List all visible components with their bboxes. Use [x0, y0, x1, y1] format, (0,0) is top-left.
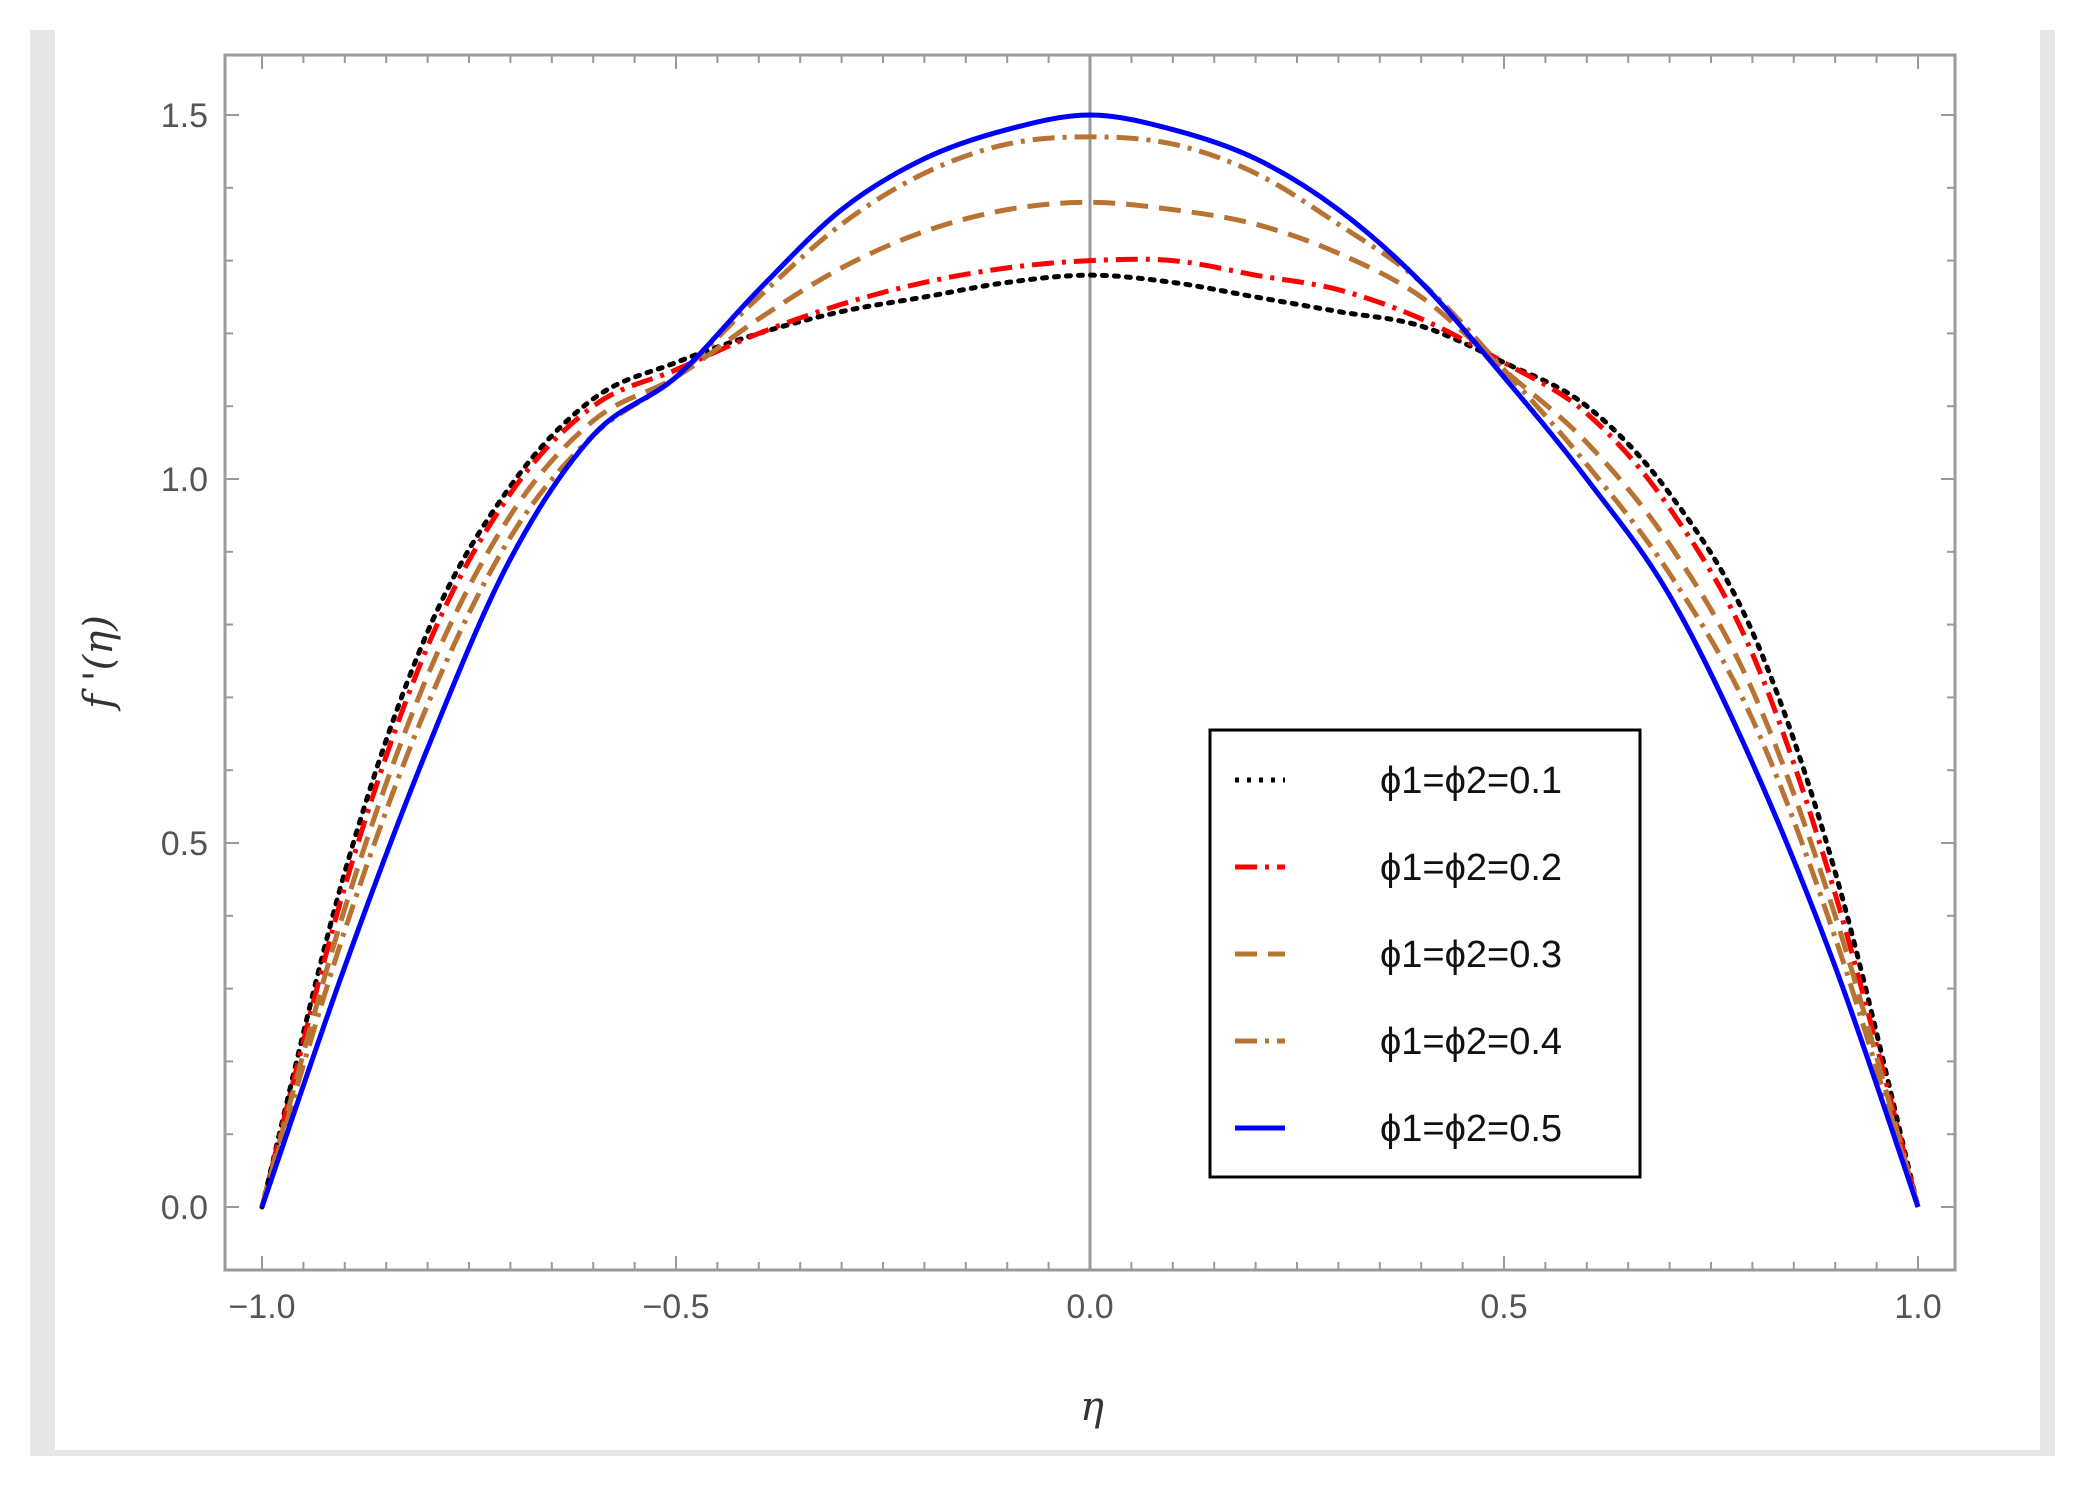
series-lines	[259, 112, 1921, 1210]
y-tick-label: 0.0	[161, 1189, 208, 1227]
x-tick-label: 1.0	[1894, 1288, 1941, 1326]
series-line-3	[259, 199, 1921, 1208]
legend-entries: ϕ1=ϕ2=0.1 ϕ1=ϕ2=0.2 ϕ1=ϕ2=0.3 ϕ1=ϕ2=0.4 ϕ1=ϕ…	[1235, 760, 1562, 1150]
y-tick-label: 1.5	[161, 97, 208, 135]
legend-label-4: ϕ1=ϕ2=0.4	[1380, 1021, 1562, 1063]
y-axis-label: f '(η)	[76, 615, 122, 712]
y-tick-label: 0.5	[161, 825, 208, 863]
tick-labels: −1.0 −0.5 0.0 0.5 1.0 0.0 0.5 1.0 1.5	[161, 97, 1942, 1326]
y-tick-label: 1.0	[161, 461, 208, 499]
series-line-2	[259, 256, 1921, 1208]
tick-marks	[225, 55, 1955, 1270]
series-line-5	[259, 112, 1921, 1208]
x-tick-label: −0.5	[642, 1288, 709, 1326]
x-tick-label: 0.5	[1480, 1288, 1527, 1326]
x-axis-label: η	[1080, 1384, 1104, 1430]
legend-label-1: ϕ1=ϕ2=0.1	[1380, 760, 1562, 802]
series-line-1	[259, 272, 1921, 1210]
series-line-4	[259, 134, 1921, 1208]
legend-label-3: ϕ1=ϕ2=0.3	[1380, 934, 1562, 976]
legend: ϕ1=ϕ2=0.1 ϕ1=ϕ2=0.2 ϕ1=ϕ2=0.3 ϕ1=ϕ2=0.4 ϕ1=ϕ…	[1208, 728, 1642, 1179]
legend-label-2: ϕ1=ϕ2=0.2	[1380, 847, 1562, 889]
legend-label-5: ϕ1=ϕ2=0.5	[1380, 1108, 1562, 1150]
x-tick-label: −1.0	[228, 1288, 295, 1326]
x-tick-label: 0.0	[1066, 1288, 1113, 1326]
